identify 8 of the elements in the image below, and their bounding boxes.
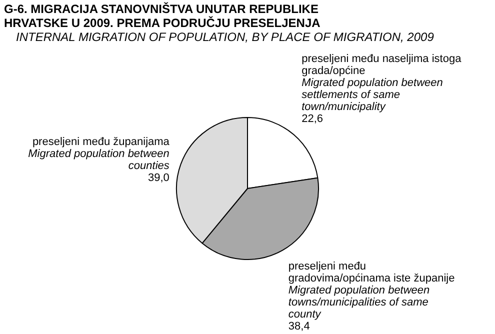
- data-label: 38,4: [288, 320, 310, 332]
- chart-title: G-6. MIGRACIJA STANOVNIŠTVA UNUTAR REPUBLIKE HRVATSKE U 2009. PREMA PODRUČJU PRESELJENJA: [4, 2, 322, 30]
- chart-subtitle: INTERNAL MIGRATION OF POPULATION, BY PLACE OF MIGRATION, 2009: [16, 30, 434, 44]
- data-label: 39,0: [148, 172, 170, 184]
- slice-label: preseljeni među naseljima istoga grada/općine Migrated population between settlements of same town/municipality: [302, 53, 462, 114]
- slice-label: preseljeni među županijama Migrated population between counties: [28, 136, 170, 172]
- slice-label: preseljeni među gradovima/općinama iste županije Migrated population between towns/municipalities of same county: [288, 260, 455, 320]
- data-label: 22,6: [302, 113, 324, 126]
